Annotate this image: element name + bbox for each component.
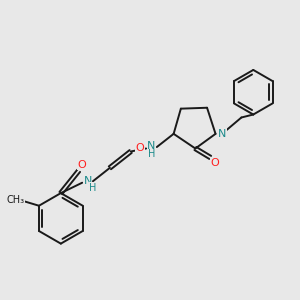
Text: N: N xyxy=(147,141,156,152)
Text: N: N xyxy=(218,129,226,139)
Text: O: O xyxy=(136,143,145,153)
Text: H: H xyxy=(148,149,155,160)
Text: N: N xyxy=(83,176,92,186)
Text: CH₃: CH₃ xyxy=(7,195,25,205)
Text: H: H xyxy=(89,183,97,193)
Text: O: O xyxy=(210,158,219,168)
Text: O: O xyxy=(77,160,86,170)
